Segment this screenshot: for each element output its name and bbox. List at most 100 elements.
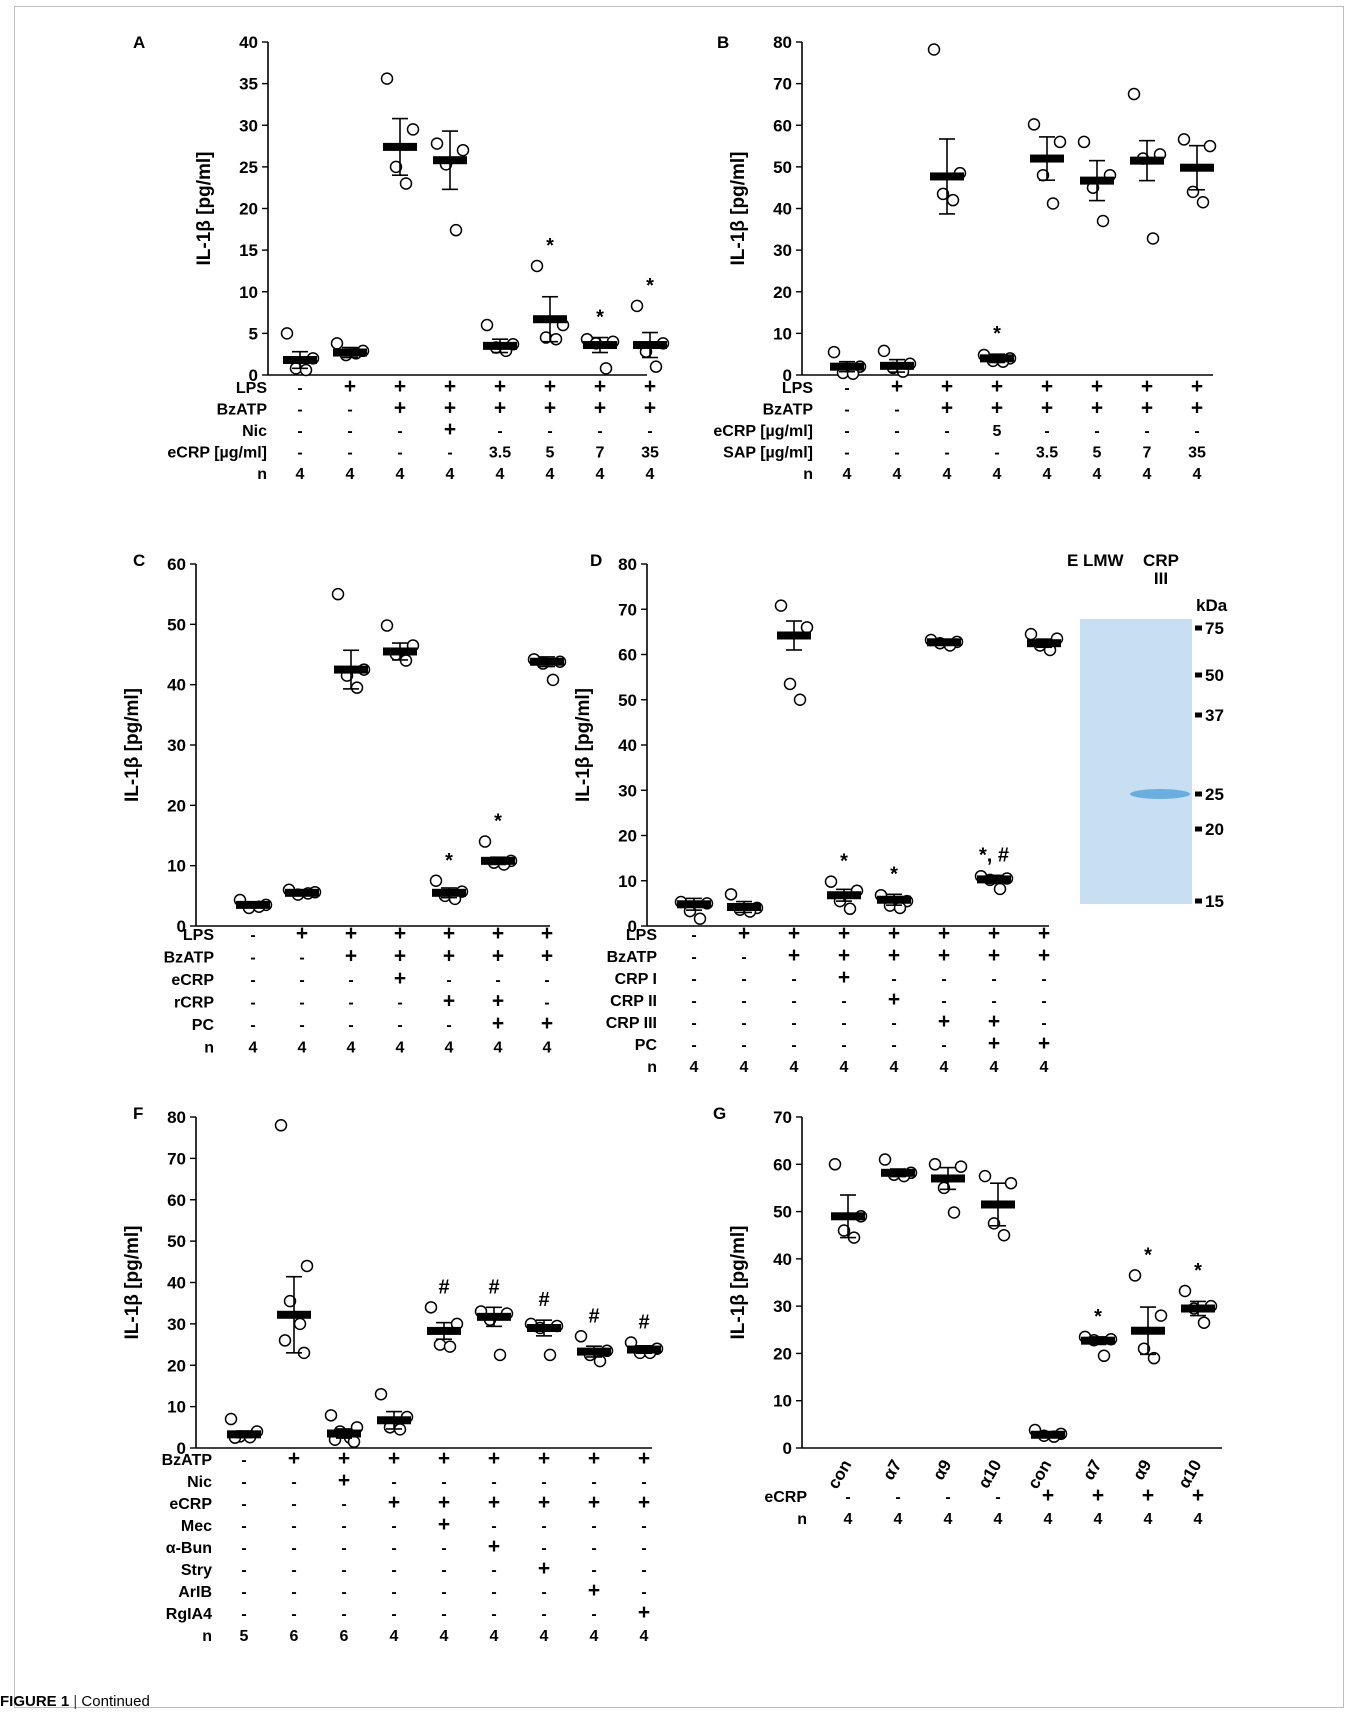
condition-label: n bbox=[797, 1511, 807, 1528]
condition-value: - bbox=[250, 995, 255, 1012]
condition-label: BzATP bbox=[607, 949, 658, 966]
group-8 bbox=[1177, 133, 1217, 209]
mean-bar bbox=[483, 341, 517, 350]
condition-value: + bbox=[891, 375, 903, 398]
mean-bar bbox=[777, 631, 811, 640]
panel-letter: B bbox=[717, 33, 729, 52]
condition-value: - bbox=[297, 423, 302, 440]
y-tick-label: 20 bbox=[773, 283, 792, 302]
y-tick-label: 10 bbox=[618, 872, 637, 891]
condition-value: 4 bbox=[296, 466, 305, 483]
data-point bbox=[283, 1294, 297, 1308]
condition-value: - bbox=[791, 1015, 796, 1032]
condition-value: - bbox=[397, 445, 402, 462]
condition-value: - bbox=[1041, 1015, 1046, 1032]
panel-letter: C bbox=[133, 551, 145, 570]
marker-tick bbox=[1195, 672, 1202, 678]
condition-value: + bbox=[1038, 922, 1050, 945]
data-point bbox=[599, 362, 613, 375]
marker-label: 50 bbox=[1205, 666, 1224, 685]
y-tick-label: 80 bbox=[618, 555, 637, 574]
data-point bbox=[493, 1348, 507, 1362]
x-category-label: α7 bbox=[879, 1457, 905, 1484]
condition-value: + bbox=[1192, 1484, 1204, 1507]
y-tick-label: 70 bbox=[618, 600, 637, 619]
condition-value: + bbox=[594, 375, 606, 398]
data-point bbox=[946, 193, 960, 207]
condition-value: + bbox=[494, 375, 506, 398]
condition-value: + bbox=[492, 945, 504, 968]
x-category-label: α9 bbox=[929, 1457, 955, 1484]
condition-value: + bbox=[444, 375, 456, 398]
panel-d: D 0 10 20 30 40 50 60 70 80 IL-1β [pg/ml] * * *, # LPS… bbox=[573, 551, 1064, 1076]
condition-value: - bbox=[241, 1606, 246, 1623]
condition-value: - bbox=[341, 1518, 346, 1535]
condition-value: - bbox=[991, 993, 996, 1010]
lane-label-lmw: LMW bbox=[1083, 551, 1125, 570]
condition-value: + bbox=[394, 945, 406, 968]
condition-value: - bbox=[541, 1540, 546, 1557]
condition-value: 4 bbox=[1093, 466, 1102, 483]
data-point bbox=[878, 1153, 892, 1166]
group-1 bbox=[233, 893, 273, 915]
y-tick-label: 50 bbox=[773, 1203, 792, 1222]
data-point bbox=[1053, 135, 1067, 149]
condition-value: + bbox=[638, 1447, 650, 1470]
y-tick-label: 60 bbox=[167, 555, 186, 574]
y-axis-label: IL-1β [pg/ml] bbox=[573, 688, 594, 802]
data-point bbox=[827, 345, 841, 359]
condition-value: + bbox=[492, 1012, 504, 1035]
data-point bbox=[530, 259, 544, 273]
data-point bbox=[406, 123, 420, 136]
condition-label: BzATP bbox=[164, 950, 215, 967]
condition-value: 4 bbox=[1144, 1511, 1153, 1528]
group-4 bbox=[374, 1387, 414, 1436]
y-tick-label: 50 bbox=[167, 1232, 186, 1251]
condition-label: Mec bbox=[181, 1518, 212, 1535]
mean-bar bbox=[1131, 1326, 1165, 1335]
y-tick-label: 80 bbox=[773, 33, 792, 52]
condition-value: - bbox=[641, 1540, 646, 1557]
y-axis-label: IL-1β [pg/ml] bbox=[728, 1226, 749, 1340]
mean-bar bbox=[980, 354, 1014, 363]
condition-value: - bbox=[944, 423, 949, 440]
condition-value: - bbox=[299, 950, 304, 967]
condition-value: - bbox=[547, 423, 552, 440]
data-point bbox=[380, 72, 394, 85]
condition-value: - bbox=[441, 1584, 446, 1601]
condition-value: 4 bbox=[446, 466, 455, 483]
condition-value: - bbox=[397, 995, 402, 1012]
mean-bar bbox=[831, 1212, 865, 1221]
condition-value: 4 bbox=[596, 466, 605, 483]
condition-value: - bbox=[591, 1518, 596, 1535]
condition-value: + bbox=[345, 945, 357, 968]
condition-value: + bbox=[1141, 397, 1153, 420]
mean-bar bbox=[285, 888, 319, 897]
data-point bbox=[299, 363, 313, 377]
mean-bar bbox=[677, 900, 711, 909]
condition-value: - bbox=[348, 972, 353, 989]
condition-value: + bbox=[541, 1012, 553, 1035]
condition-value: - bbox=[241, 1474, 246, 1491]
condition-label: SAP [µg/ml] bbox=[723, 445, 813, 462]
group-6 bbox=[1077, 135, 1117, 228]
data-point bbox=[280, 327, 294, 340]
condition-value: + bbox=[838, 944, 850, 967]
marker-tick bbox=[1195, 712, 1202, 718]
condition-value: - bbox=[641, 1474, 646, 1491]
panel-letter: D bbox=[590, 551, 602, 570]
group-1 bbox=[674, 895, 714, 926]
group-2 bbox=[274, 1119, 314, 1360]
condition-label: n bbox=[647, 1059, 657, 1076]
mean-bar bbox=[433, 156, 467, 165]
condition-value: - bbox=[1094, 423, 1099, 440]
marker-tick bbox=[1195, 898, 1202, 904]
condition-value: - bbox=[741, 993, 746, 1010]
condition-value: - bbox=[297, 402, 302, 419]
data-point bbox=[350, 681, 364, 694]
condition-value: 4 bbox=[843, 466, 852, 483]
group-5: * bbox=[429, 850, 469, 906]
condition-value: - bbox=[894, 402, 899, 419]
